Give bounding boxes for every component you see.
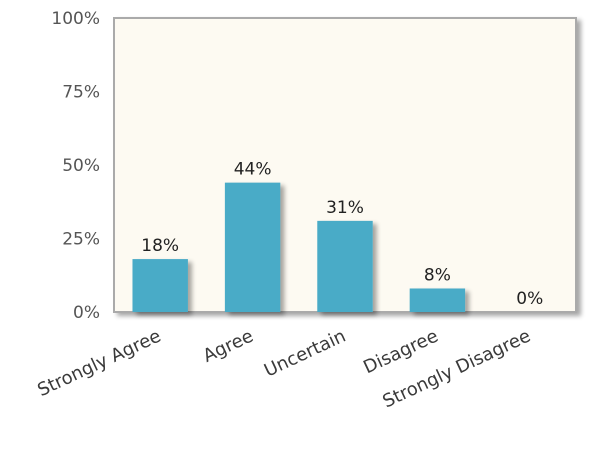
bar (132, 259, 188, 312)
data-label: 0% (516, 289, 543, 309)
data-label: 44% (234, 160, 272, 180)
data-labels: 18% 44% 31% 8% 0% (141, 160, 543, 309)
y-tick-label: 0% (73, 303, 100, 323)
data-label: 31% (326, 198, 364, 218)
data-label: 18% (141, 236, 179, 256)
bar (409, 288, 466, 312)
y-tick-label: 25% (62, 230, 100, 250)
data-label: 8% (424, 265, 451, 285)
y-tick-label: 75% (62, 83, 100, 103)
bars (132, 182, 466, 312)
x-tick-label: Agree (200, 325, 257, 366)
x-tick-label: Uncertain (261, 325, 349, 381)
y-tick-label: 50% (62, 156, 100, 176)
x-tick-label: Strongly Agree (34, 325, 164, 400)
x-axis-labels: Strongly Agree Agree Uncertain DisagreeStro… (34, 325, 534, 412)
y-tick-label: 100% (51, 9, 100, 29)
bar (224, 182, 281, 312)
y-axis-ticks: 0% 25% 50% 75% 100% (51, 9, 100, 323)
bar (317, 220, 373, 312)
